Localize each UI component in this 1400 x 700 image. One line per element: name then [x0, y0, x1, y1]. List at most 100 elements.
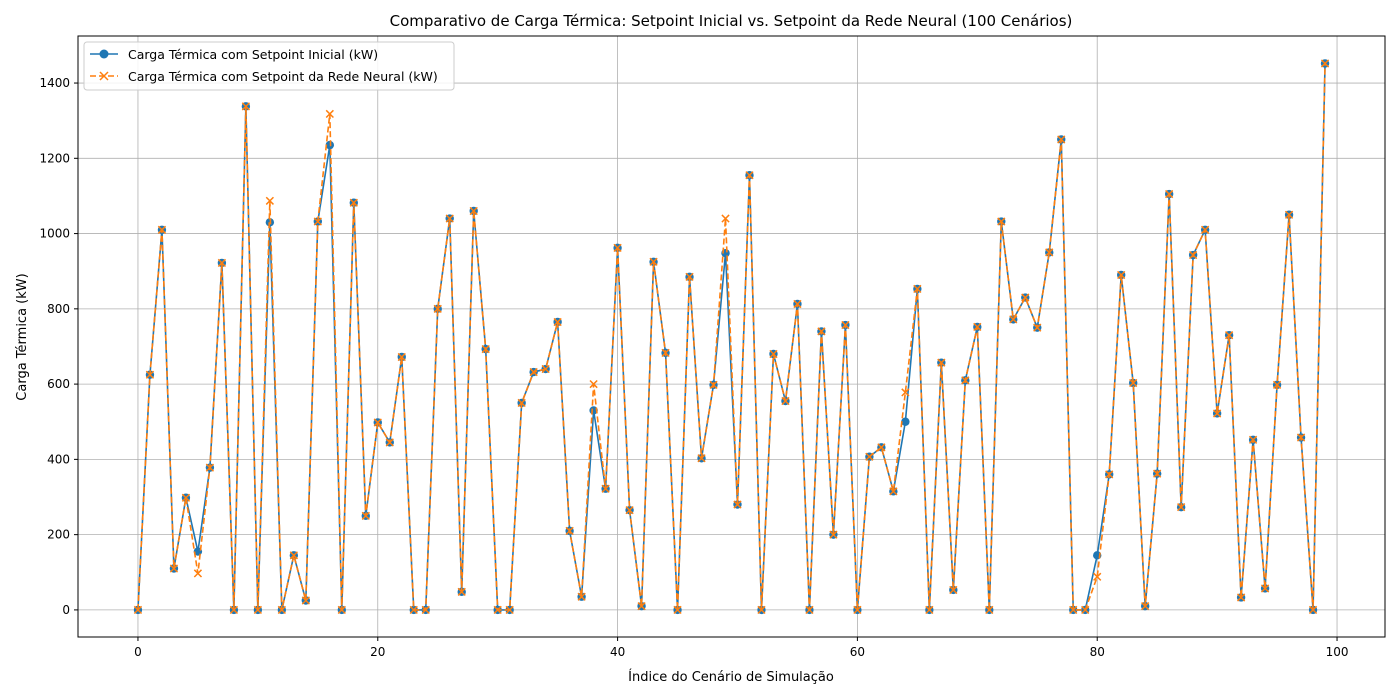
data-point-marker	[673, 605, 682, 615]
data-point-marker	[565, 526, 574, 536]
x-tick-label: 100	[1326, 645, 1349, 659]
data-point-marker	[601, 484, 610, 493]
data-point-marker	[1057, 135, 1066, 144]
data-point-marker	[697, 454, 706, 463]
data-point-marker	[133, 605, 143, 615]
data-point-marker	[253, 605, 262, 615]
data-point-marker	[985, 605, 994, 615]
x-tick-label: 60	[850, 645, 865, 659]
data-point-marker	[1296, 433, 1306, 442]
data-point-marker	[517, 398, 526, 408]
data-point-marker	[757, 605, 766, 615]
legend-label-neural: Carga Térmica com Setpoint da Rede Neura…	[128, 69, 438, 84]
data-point-marker	[793, 299, 802, 309]
data-point-marker	[217, 258, 227, 268]
data-point-marker	[145, 370, 155, 379]
data-point-marker	[409, 605, 418, 615]
data-point-marker	[1021, 293, 1030, 302]
data-point-marker	[973, 322, 982, 332]
data-point-marker	[925, 605, 934, 615]
x-tick-label: 20	[370, 645, 385, 659]
data-point-marker	[721, 214, 730, 223]
data-point-marker	[745, 171, 754, 180]
data-point-marker	[781, 396, 790, 406]
data-point-marker	[385, 438, 394, 447]
data-point-marker	[433, 304, 442, 313]
x-axis-label: Índice do Cenário de Simulação	[628, 669, 834, 685]
data-point-marker	[1177, 503, 1186, 512]
data-point-marker	[505, 605, 514, 615]
data-point-marker	[1153, 469, 1162, 478]
data-point-marker	[397, 352, 406, 362]
data-point-marker	[361, 511, 370, 520]
legend: Carga Térmica com Setpoint Inicial (kW) …	[83, 41, 455, 91]
data-point-marker	[181, 493, 191, 502]
data-point-marker	[1009, 315, 1018, 324]
data-point-marker	[1117, 270, 1126, 280]
data-point-marker	[733, 500, 742, 509]
data-point-marker	[1105, 470, 1114, 479]
y-tick-label: 200	[47, 528, 70, 542]
grid-lines	[78, 36, 1385, 637]
data-point-marker	[709, 380, 718, 389]
data-point-marker	[1236, 593, 1246, 602]
data-point-marker	[553, 317, 562, 327]
data-point-marker	[769, 349, 778, 359]
series-line	[137, 63, 1326, 611]
x-tick-label: 40	[610, 645, 625, 659]
data-point-marker	[1093, 572, 1102, 581]
data-point-marker	[949, 585, 958, 595]
data-point-marker	[349, 198, 358, 207]
data-point-marker	[961, 376, 970, 385]
data-point-marker	[1069, 605, 1078, 615]
series-layer	[133, 59, 1330, 615]
legend-marker-neural	[99, 71, 109, 81]
data-point-marker	[1284, 210, 1294, 219]
data-point-marker	[853, 605, 862, 615]
data-point-marker	[301, 596, 310, 605]
data-point-marker	[313, 217, 322, 226]
data-point-marker	[1165, 189, 1174, 199]
data-point-marker	[421, 605, 430, 615]
data-point-marker	[913, 284, 922, 294]
data-point-marker	[1081, 605, 1090, 615]
data-point-marker	[493, 605, 502, 615]
data-point-marker	[1129, 378, 1138, 388]
data-point-marker	[541, 364, 550, 374]
data-point-marker	[457, 587, 466, 596]
data-point-marker	[1201, 225, 1210, 234]
data-point-marker	[169, 564, 179, 573]
data-point-marker	[229, 605, 239, 615]
data-point-marker	[1260, 584, 1270, 593]
legend-box	[83, 41, 455, 91]
data-point-marker	[613, 243, 622, 253]
data-point-marker	[805, 605, 814, 615]
data-point-marker	[997, 217, 1006, 226]
data-point-marker	[277, 605, 286, 615]
data-point-marker	[529, 367, 538, 377]
data-point-marker	[1272, 380, 1282, 389]
data-point-marker	[901, 388, 910, 397]
data-point-marker	[877, 443, 886, 452]
data-point-marker	[1320, 59, 1330, 68]
data-point-marker	[445, 214, 454, 223]
y-tick-label: 1400	[39, 76, 70, 90]
y-tick-label: 400	[47, 452, 70, 466]
data-point-marker	[1033, 323, 1042, 332]
data-point-marker	[1224, 331, 1234, 340]
data-point-marker	[1141, 602, 1150, 611]
data-point-marker	[685, 272, 694, 281]
y-tick-label: 1000	[39, 227, 70, 241]
legend-label-initial: Carga Térmica com Setpoint Inicial (kW)	[128, 47, 378, 62]
data-point-marker	[1308, 605, 1318, 615]
data-point-marker	[193, 569, 203, 578]
data-point-marker	[937, 358, 946, 367]
data-point-marker	[1212, 409, 1222, 418]
data-point-marker	[589, 379, 598, 389]
data-point-marker	[469, 206, 478, 216]
data-point-marker	[661, 348, 670, 358]
data-point-marker	[373, 418, 382, 427]
